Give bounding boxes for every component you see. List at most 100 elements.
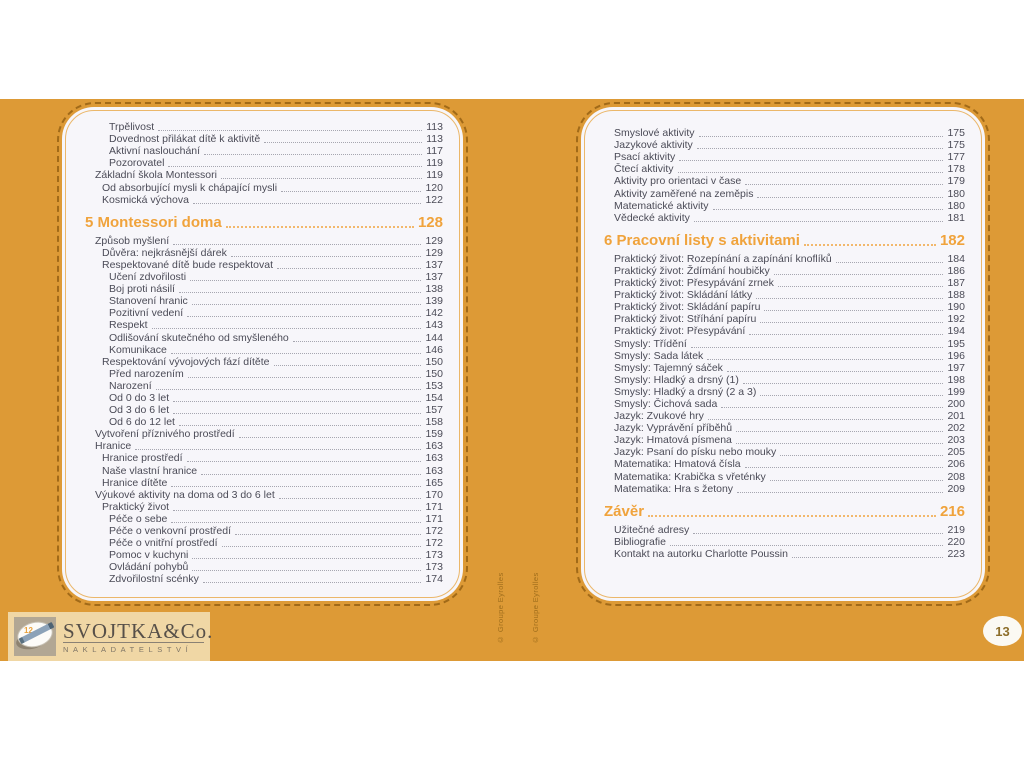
toc-entry-row: Stanovení hranic 139 bbox=[62, 295, 443, 307]
toc-right-column: Smyslové aktivity 175 Jazykové aktivity 175… bbox=[581, 107, 985, 601]
toc-entry-label: Praktický život: Skládání látky bbox=[614, 289, 753, 302]
toc-page-ref: 159 bbox=[425, 428, 443, 441]
dot-leader bbox=[192, 202, 422, 204]
toc-page-ref: 153 bbox=[425, 379, 443, 392]
toc-page-ref: 177 bbox=[947, 151, 965, 164]
toc-page-ref: 201 bbox=[947, 410, 965, 423]
toc-entry-row: Smysly: Třídění 195 bbox=[581, 337, 965, 349]
toc-page-ref: 223 bbox=[947, 547, 965, 560]
toc-page-ref: 157 bbox=[425, 404, 443, 417]
toc-entry-row: Péče o sebe 171 bbox=[62, 513, 443, 525]
toc-entry-row: Smyslové aktivity 175 bbox=[581, 127, 965, 139]
toc-entry-row: Dovednost přilákat dítě k aktivitě 113 bbox=[62, 133, 443, 145]
dot-leader bbox=[192, 558, 422, 560]
toc-entry-label: Bibliografie bbox=[614, 535, 666, 548]
dot-leader bbox=[677, 172, 944, 174]
dot-leader bbox=[155, 388, 422, 390]
dot-leader bbox=[764, 310, 944, 312]
toc-page-ref: 194 bbox=[947, 325, 965, 338]
dot-leader bbox=[698, 136, 944, 138]
dot-leader bbox=[679, 160, 944, 162]
dot-leader bbox=[230, 255, 422, 257]
toc-entry-row: Od 6 do 12 let 158 bbox=[62, 416, 443, 428]
toc-entry-label: Respektované dítě bude respektovat bbox=[102, 258, 274, 271]
toc-entry-label: Smysly: Třídění bbox=[614, 337, 687, 350]
dot-leader bbox=[186, 461, 422, 463]
toc-entry-row: Praktický život: Stříhání papíru 192 bbox=[581, 313, 965, 325]
toc-page-ref: 186 bbox=[947, 264, 965, 277]
toc-entry-row: Výukové aktivity na doma od 3 do 6 let 17… bbox=[62, 489, 443, 501]
dot-leader bbox=[760, 394, 944, 396]
toc-entry-row: Odlišování skutečného od smyšleného 144 bbox=[62, 331, 443, 343]
toc-entry-row: Ovládání pohybů 173 bbox=[62, 561, 443, 573]
spine-copyright-right: © Groupe Eyrolles bbox=[531, 572, 540, 644]
toc-entry-row: Užitečné adresy 219 bbox=[581, 524, 965, 536]
dot-leader bbox=[202, 582, 422, 584]
dot-leader bbox=[204, 154, 423, 156]
page-number-badge: 13 bbox=[983, 616, 1022, 646]
toc-page-ref: 202 bbox=[947, 422, 965, 435]
dot-leader bbox=[225, 225, 414, 228]
toc-page-ref: 220 bbox=[947, 535, 965, 548]
toc-entry-row: Pomoc v kuchyni 173 bbox=[62, 549, 443, 561]
dot-leader bbox=[192, 570, 422, 572]
toc-entry-label: Smysly: Hladký a drsný (1) bbox=[614, 373, 739, 386]
toc-page-ref: 165 bbox=[425, 476, 443, 489]
toc-entry-row: Hranice 163 bbox=[62, 440, 443, 452]
dot-leader bbox=[220, 178, 423, 180]
toc-page-ref: 174 bbox=[425, 573, 443, 586]
toc-page-ref: 150 bbox=[425, 367, 443, 380]
dot-leader bbox=[756, 298, 944, 300]
dot-leader bbox=[281, 190, 422, 192]
toc-page-ref: 192 bbox=[947, 313, 965, 326]
toc-entry-row: Jazyk: Vyprávění příběhů 202 bbox=[581, 422, 965, 434]
toc-page-ref: 142 bbox=[425, 307, 443, 320]
toc-entry-label: Matematika: Hra s žetony bbox=[614, 482, 734, 495]
dot-leader bbox=[173, 400, 422, 402]
toc-entry-label: Komunikace bbox=[109, 343, 167, 356]
toc-page-ref: 119 bbox=[426, 157, 443, 170]
toc-page-ref: 208 bbox=[947, 470, 965, 483]
toc-page-ref: 171 bbox=[425, 500, 443, 513]
dot-leader bbox=[235, 534, 422, 535]
toc-entry-row: Učení zdvořilosti 137 bbox=[62, 271, 443, 283]
dot-leader bbox=[173, 509, 422, 511]
toc-entry-label: Jazyk: Vyprávění příběhů bbox=[614, 422, 733, 435]
toc-entry-row: Aktivity zaměřené na zeměpis 180 bbox=[581, 187, 965, 199]
dot-leader bbox=[278, 497, 422, 499]
dot-leader bbox=[726, 370, 944, 372]
toc-entry-row: Vědecké aktivity 181 bbox=[581, 212, 965, 224]
toc-entry-label: Praktický život: Přesypávání zrnek bbox=[614, 277, 774, 290]
toc-page-ref: 158 bbox=[425, 416, 443, 429]
dot-leader bbox=[735, 443, 944, 445]
clock-number: 12 bbox=[24, 626, 33, 635]
dot-leader bbox=[757, 196, 944, 198]
clock-pencil-icon: 12 bbox=[14, 617, 56, 656]
toc-entry-label: Praktický život: Stříhání papíru bbox=[614, 313, 757, 326]
toc-entry-label: Péče o vnitřní prostředí bbox=[109, 537, 218, 550]
toc-entry-row: Hranice prostředí 163 bbox=[62, 452, 443, 464]
toc-entry-label: 5 Montessori doma bbox=[85, 213, 222, 231]
toc-entry-label: Odlišování skutečného od smyšleného bbox=[109, 331, 289, 344]
toc-left-column: Trpělivost 113 Dovednost přilákat dítě k a… bbox=[62, 107, 463, 601]
toc-page-ref: 200 bbox=[947, 397, 965, 410]
toc-entry-label: Praktický život bbox=[102, 500, 170, 513]
toc-page-ref: 120 bbox=[425, 181, 443, 194]
toc-entry-label: Hranice dítěte bbox=[102, 476, 168, 489]
toc-entry-label: Psací aktivity bbox=[614, 151, 676, 164]
toc-entry-row: Čtecí aktivity 178 bbox=[581, 163, 965, 175]
dot-leader bbox=[690, 346, 944, 348]
dot-leader bbox=[238, 437, 422, 439]
toc-entry-row: Smysly: Tajemný sáček 197 bbox=[581, 362, 965, 374]
toc-page-ref: 143 bbox=[425, 319, 443, 332]
toc-entry-label: Jazyk: Zvukové hry bbox=[614, 410, 704, 423]
toc-entry-row: Smysly: Hladký a drsný (1) 198 bbox=[581, 374, 965, 386]
toc-page-ref: 190 bbox=[947, 301, 965, 314]
toc-entry-row: Smysly: Sada látek 196 bbox=[581, 350, 965, 362]
toc-entry-label: Narození bbox=[109, 379, 152, 392]
toc-page-ref: 172 bbox=[425, 537, 443, 550]
dot-leader bbox=[190, 280, 422, 282]
toc-entry-row: Důvěra: nejkrásnější dárek 129 bbox=[62, 247, 443, 259]
toc-page-ref: 146 bbox=[425, 343, 443, 356]
toc-entry-label: Respektování vývojových fází dítěte bbox=[102, 355, 270, 368]
